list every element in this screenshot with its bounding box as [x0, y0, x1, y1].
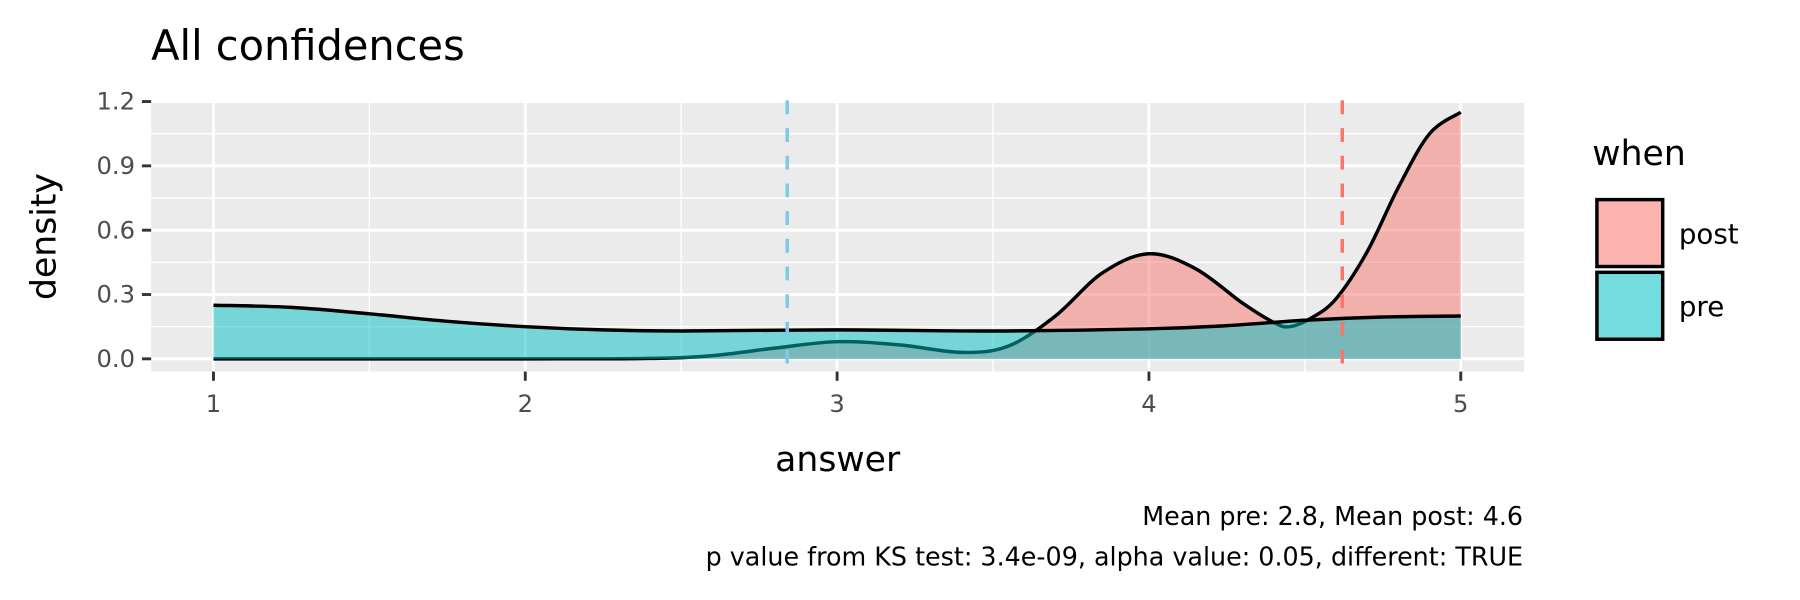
- x-tick-label: 2: [518, 390, 533, 418]
- legend-label-post: post: [1679, 217, 1739, 250]
- density-area-post: [213, 112, 1461, 359]
- y-tick-label: 0.3: [96, 281, 135, 309]
- legend-label-pre: pre: [1679, 290, 1724, 323]
- density-area-pre: [213, 305, 1461, 359]
- mean-lines: [785, 100, 1345, 372]
- caption-line-2: p value from KS test: 3.4e-09, alpha val…: [706, 541, 1523, 571]
- legend-key-pre[interactable]: [1595, 270, 1665, 341]
- density-line-pre: [213, 303, 1461, 333]
- x-tick-label: 1: [206, 390, 221, 418]
- x-axis: 1 2 3 4 5: [206, 371, 1468, 418]
- legend: when post pre: [1592, 134, 1739, 341]
- legend-key-post[interactable]: [1595, 197, 1665, 269]
- x-tick-label: 4: [1141, 390, 1156, 418]
- density-areas: [213, 110, 1462, 361]
- y-tick-label: 0.9: [96, 152, 135, 180]
- x-tick-label: 5: [1453, 390, 1468, 418]
- y-tick-label: 0.6: [96, 216, 135, 244]
- y-axis: 0.0 0.3 0.6 0.9 1.2: [96, 88, 152, 373]
- chart-title: All confidences: [151, 21, 465, 70]
- caption-line-1: Mean pre: 2.8, Mean post: 4.6: [1142, 501, 1523, 531]
- x-axis-title: answer: [775, 440, 901, 480]
- legend-title: when: [1592, 134, 1685, 174]
- y-axis-title: density: [24, 173, 64, 300]
- x-tick-label: 3: [829, 390, 844, 418]
- y-tick-label: 0.0: [96, 345, 135, 373]
- y-tick-label: 1.2: [96, 88, 135, 116]
